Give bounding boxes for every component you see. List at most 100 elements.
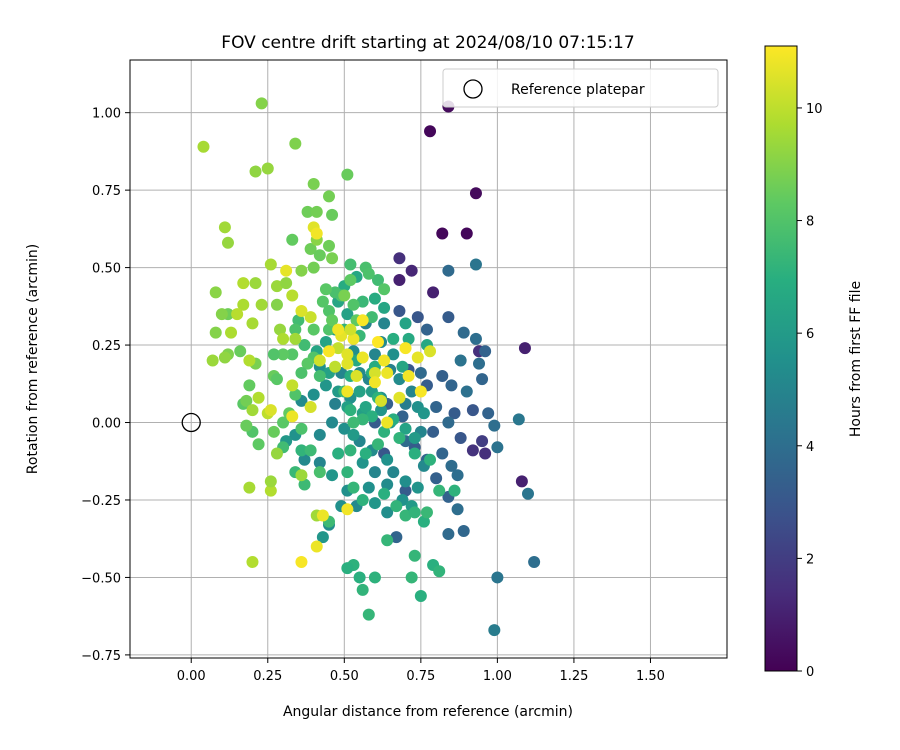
data-point: [396, 410, 409, 423]
data-point: [286, 379, 299, 392]
data-point: [448, 407, 461, 420]
data-point: [295, 264, 308, 277]
y-tick-label: 1.00: [92, 107, 121, 122]
data-point: [368, 292, 381, 305]
data-point: [353, 571, 366, 584]
data-point: [347, 332, 360, 345]
colorbar: 0 2 4 6 8 10 Hours from first FF file: [764, 45, 864, 680]
data-point: [371, 335, 384, 348]
data-point: [289, 332, 302, 345]
data-point: [356, 351, 369, 364]
data-point: [221, 236, 234, 249]
data-point: [323, 239, 335, 252]
data-point: [301, 205, 314, 218]
data-point: [457, 326, 470, 339]
reference-platepar-marker: [181, 412, 201, 433]
data-point: [436, 447, 449, 460]
data-point: [295, 555, 308, 568]
data-point: [356, 314, 369, 327]
data-point: [402, 370, 415, 383]
data-point: [307, 388, 320, 401]
data-point: [240, 419, 253, 432]
data-point: [338, 422, 351, 435]
data-point: [427, 286, 440, 299]
data-point: [277, 348, 290, 361]
data-point: [270, 298, 283, 311]
data-point: [341, 562, 354, 575]
data-point: [368, 366, 381, 379]
data-point: [402, 332, 415, 345]
data-point: [313, 370, 326, 383]
data-points: [197, 97, 541, 637]
data-point: [264, 258, 277, 271]
x-tick-label: 1.25: [559, 669, 588, 684]
data-point: [522, 487, 534, 500]
plot-frame: [129, 59, 728, 659]
data-point: [246, 317, 259, 330]
data-point: [304, 401, 317, 414]
colorbar-tick-label: 10: [806, 102, 823, 117]
y-tick-label: 0.25: [92, 339, 121, 354]
data-point: [313, 354, 326, 367]
data-point: [237, 298, 250, 311]
data-point: [378, 487, 391, 500]
data-point: [466, 444, 479, 457]
data-point: [243, 379, 256, 392]
data-point: [243, 354, 256, 367]
data-point: [375, 404, 388, 417]
data-point: [344, 273, 357, 286]
data-point: [518, 342, 531, 355]
data-point: [381, 416, 394, 429]
data-point: [301, 357, 314, 370]
data-point: [362, 481, 375, 494]
data-point: [476, 373, 489, 386]
data-point: [381, 534, 394, 547]
data-point: [442, 528, 455, 541]
data-point: [277, 332, 290, 345]
data-point: [274, 323, 287, 336]
data-point: [445, 379, 458, 392]
data-point: [479, 345, 492, 358]
data-point: [215, 308, 228, 321]
data-point: [332, 447, 345, 460]
data-point: [371, 273, 384, 286]
data-point: [417, 515, 430, 528]
data-point: [387, 466, 400, 479]
data-point: [240, 394, 253, 407]
data-point: [313, 249, 326, 262]
legend-entry-reference: Reference platepar: [511, 82, 645, 98]
data-point: [341, 357, 354, 370]
data-point: [396, 360, 409, 373]
data-point: [359, 401, 372, 414]
data-point: [436, 370, 449, 383]
data-point: [368, 497, 381, 510]
data-point: [375, 394, 388, 407]
data-point: [292, 314, 305, 327]
data-point: [457, 524, 470, 537]
data-point: [341, 385, 354, 398]
data-point: [408, 432, 421, 445]
data-point: [341, 308, 354, 321]
data-point: [430, 472, 443, 485]
data-point: [442, 311, 455, 324]
data-point: [381, 506, 394, 519]
data-point: [433, 484, 446, 497]
data-point: [295, 444, 308, 457]
x-tick-label: 0.00: [177, 669, 206, 684]
data-point: [515, 475, 528, 488]
data-point: [197, 140, 210, 153]
data-point: [329, 397, 342, 410]
colorbar-ticks: 0 2 4 6 8 10: [797, 102, 823, 680]
data-point: [393, 391, 406, 404]
data-point: [378, 354, 391, 367]
data-point: [411, 311, 424, 324]
data-point: [225, 326, 238, 339]
data-point: [286, 410, 299, 423]
data-point: [252, 391, 265, 404]
chart-title: FOV centre drift starting at 2024/08/10 …: [221, 33, 634, 53]
data-point: [491, 571, 504, 584]
data-point: [491, 441, 504, 454]
y-tick-label: 0.50: [92, 262, 121, 277]
data-point: [264, 484, 277, 497]
